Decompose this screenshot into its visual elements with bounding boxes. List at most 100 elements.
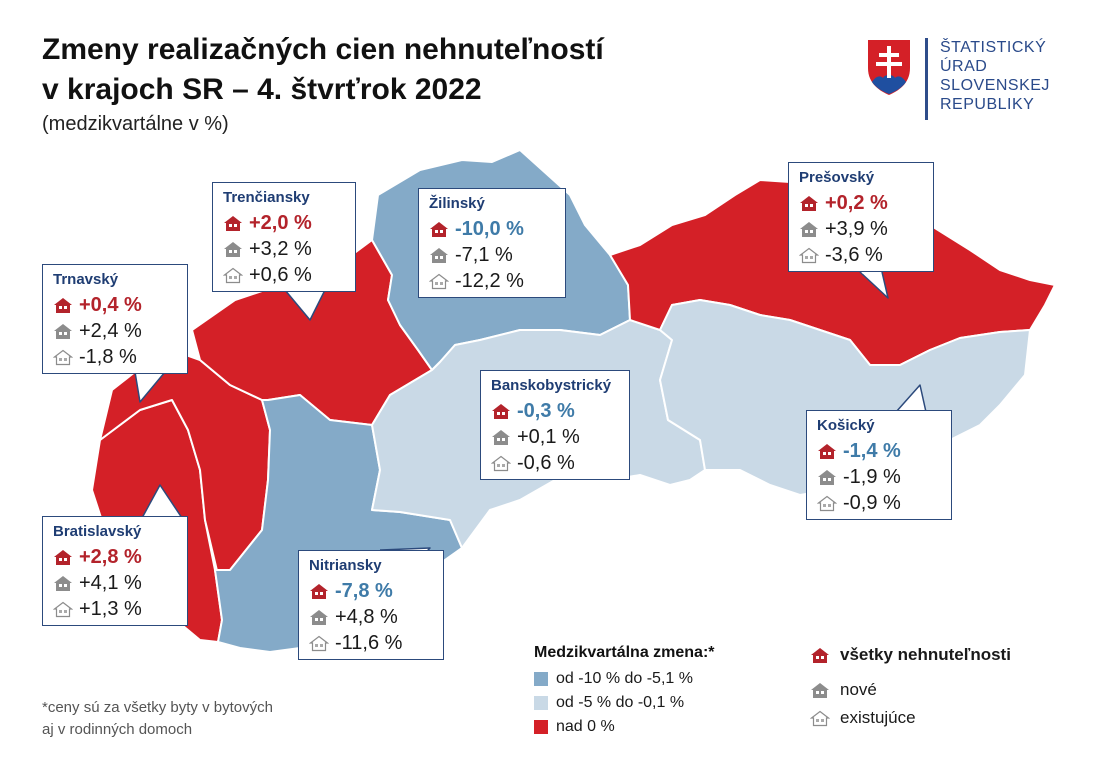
- row-all: -10,0 %: [429, 216, 555, 242]
- logo-line: SLOVENSKEJ: [940, 77, 1050, 94]
- slovak-coat-of-arms-icon: [868, 40, 910, 95]
- row-existing: -0,9 %: [817, 490, 941, 516]
- house-outline-icon: [491, 455, 511, 471]
- house-filled-gray-icon: [430, 247, 448, 263]
- title-line-2: v krajoch SR – 4. štvrťrok 2022: [42, 73, 482, 106]
- region-name: Prešovský: [799, 169, 875, 186]
- row-existing: +0,6 %: [223, 262, 345, 288]
- row-all: -0,3 %: [491, 398, 619, 424]
- legend-label: od -10 % do -5,1 %: [556, 670, 693, 687]
- logo-text: ŠTATISTICKÝ ÚRAD SLOVENSKEJ REPUBLIKY: [940, 38, 1050, 114]
- value-all: +0,4 %: [79, 293, 142, 316]
- value-new: -7,1 %: [455, 243, 513, 266]
- region-name: Trnavský: [53, 271, 119, 288]
- row-new: -7,1 %: [429, 242, 555, 268]
- row-all: -1,4 %: [817, 438, 941, 464]
- house-filled-gray-icon: [310, 609, 328, 625]
- house-outline-icon: [223, 267, 243, 283]
- footnote-line-2: aj v rodinných domoch: [42, 721, 193, 738]
- house-filled-gray-icon: [224, 241, 242, 257]
- legend-icon-new: nové: [810, 680, 877, 700]
- region-name: Nitriansky: [309, 557, 382, 574]
- legend-icon-existing: existujúce: [810, 708, 916, 728]
- pointer-bratislavsky: [141, 484, 183, 519]
- row-new: +2,4 %: [53, 318, 177, 344]
- callout-bratislavsky: Bratislavský +2,8 % +4,1 % +1,3 %: [42, 516, 188, 626]
- legend-swatch: [534, 696, 548, 710]
- house-filled-red-icon: [811, 647, 829, 663]
- row-all: +2,0 %: [223, 210, 345, 236]
- house-outline-icon: [799, 247, 819, 263]
- row-all: +0,2 %: [799, 190, 923, 216]
- house-filled-gray-icon: [811, 682, 829, 698]
- row-new: +3,9 %: [799, 216, 923, 242]
- house-outline-icon: [810, 710, 830, 726]
- value-existing: -11,6 %: [335, 631, 403, 654]
- value-all: +2,0 %: [249, 211, 312, 234]
- legend-icon-label: všetky nehnuteľnosti: [840, 645, 1011, 664]
- region-name: Košický: [817, 417, 875, 434]
- callout-nitriansky: Nitriansky -7,8 % +4,8 % -11,6 %: [298, 550, 444, 660]
- row-existing: -11,6 %: [309, 630, 433, 656]
- page-title: Zmeny realizačných cien nehnuteľností v …: [42, 30, 604, 110]
- value-existing: -12,2 %: [455, 269, 524, 292]
- row-new: +0,1 %: [491, 424, 619, 450]
- house-outline-icon: [53, 601, 73, 617]
- value-existing: +1,3 %: [79, 597, 142, 620]
- house-filled-red-icon: [54, 297, 72, 313]
- legend-icon-label: existujúce: [840, 708, 916, 727]
- callout-trnavsky: Trnavský +0,4 % +2,4 % -1,8 %: [42, 264, 188, 374]
- row-new: +3,2 %: [223, 236, 345, 262]
- title-line-1: Zmeny realizačných cien nehnuteľností: [42, 33, 604, 66]
- value-new: +2,4 %: [79, 319, 142, 342]
- value-existing: +0,6 %: [249, 263, 312, 286]
- row-existing: -1,8 %: [53, 344, 177, 370]
- callout-kosicky: Košický -1,4 % -1,9 % -0,9 %: [806, 410, 952, 520]
- value-existing: -1,8 %: [79, 345, 137, 368]
- row-existing: -3,6 %: [799, 242, 923, 268]
- legend-item-red: nad 0 %: [534, 718, 615, 736]
- value-existing: -3,6 %: [825, 243, 883, 266]
- pointer-trenciansky: [284, 289, 326, 321]
- legend-label: od -5 % do -0,1 %: [556, 694, 685, 711]
- value-new: -1,9 %: [843, 465, 901, 488]
- legend-label: nad 0 %: [556, 718, 615, 735]
- legend-icon-all: všetky nehnuteľnosti: [810, 645, 1011, 665]
- logo-line: REPUBLIKY: [940, 96, 1035, 113]
- row-existing: +1,3 %: [53, 596, 177, 622]
- row-new: +4,1 %: [53, 570, 177, 596]
- pointer-trnavsky: [134, 371, 166, 403]
- row-all: -7,8 %: [309, 578, 433, 604]
- subtitle: (medzikvartálne v %): [42, 113, 229, 135]
- callout-presovsky: Prešovský +0,2 % +3,9 % -3,6 %: [788, 162, 934, 272]
- value-existing: -0,9 %: [843, 491, 901, 514]
- value-all: -7,8 %: [335, 579, 393, 602]
- house-filled-gray-icon: [818, 469, 836, 485]
- house-outline-icon: [429, 273, 449, 289]
- legend-swatch: [534, 672, 548, 686]
- house-filled-red-icon: [818, 443, 836, 459]
- row-new: +4,8 %: [309, 604, 433, 630]
- row-all: +0,4 %: [53, 292, 177, 318]
- house-filled-red-icon: [224, 215, 242, 231]
- region-name: Bratislavský: [53, 523, 142, 540]
- legend-item-dark-blue: od -10 % do -5,1 %: [534, 670, 693, 688]
- house-filled-gray-icon: [54, 323, 72, 339]
- value-existing: -0,6 %: [517, 451, 575, 474]
- house-filled-red-icon: [310, 583, 328, 599]
- value-all: -1,4 %: [843, 439, 901, 462]
- value-new: +0,1 %: [517, 425, 580, 448]
- logo-divider: [925, 38, 928, 120]
- statistical-office-logo: ŠTATISTICKÝ ÚRAD SLOVENSKEJ REPUBLIKY: [866, 38, 1066, 128]
- logo-line: ÚRAD: [940, 58, 988, 75]
- house-filled-red-icon: [800, 195, 818, 211]
- region-name: Trenčiansky: [223, 189, 310, 206]
- house-filled-gray-icon: [800, 221, 818, 237]
- legend-icon-label: nové: [840, 680, 877, 699]
- row-all: +2,8 %: [53, 544, 177, 570]
- house-filled-gray-icon: [54, 575, 72, 591]
- row-existing: -12,2 %: [429, 268, 555, 294]
- logo-line: ŠTATISTICKÝ: [940, 39, 1047, 56]
- row-existing: -0,6 %: [491, 450, 619, 476]
- value-new: +4,1 %: [79, 571, 142, 594]
